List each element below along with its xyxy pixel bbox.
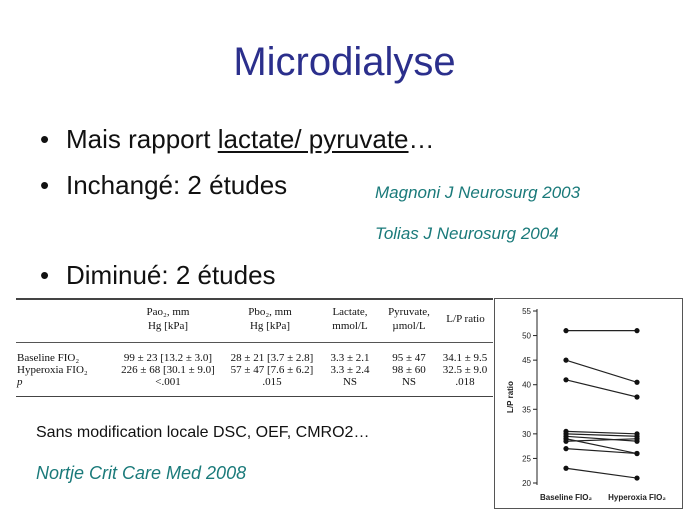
note-text: Sans modification locale DSC, OEF, CMRO2… [36, 424, 370, 441]
table-cell: 57 ± 47 [7.6 ± 6.2] [230, 364, 314, 376]
data-point [634, 379, 640, 385]
table-header-lp-ratio: L/P ratio [446, 313, 485, 325]
y-tick-label: 35 [522, 405, 531, 414]
series-line [565, 448, 638, 455]
y-axis-label: L/P ratio [506, 381, 515, 413]
citation-nortje: Nortje Crit Care Med 2008 [36, 463, 247, 483]
table-header-pao2: Pao₂, mm Hg [kPa] [146, 306, 190, 332]
data-point [563, 377, 569, 383]
bullet-marker: • [40, 170, 50, 200]
y-tick-label: 45 [522, 356, 531, 365]
x-category-label: Hyperoxia FIO₂ [608, 493, 666, 502]
bullet-text-post: … [408, 124, 435, 154]
y-tick-label: 20 [522, 479, 531, 488]
table-cell: 226 ± 68 [30.1 ± 9.0] [121, 364, 215, 376]
y-tick-label: 55 [522, 307, 531, 316]
table-cell: 34.1 ± 9.5 [442, 352, 488, 364]
reference-tolias: Tolias J Neurosurg 2004 [375, 224, 559, 243]
data-point [563, 328, 569, 334]
y-tick-label: 25 [522, 454, 531, 463]
series-line [565, 467, 638, 479]
bullet-text-underlined: lactate/ pyruvate [217, 124, 409, 154]
table-row-label-p: p [17, 376, 23, 388]
table-header-pbo2: Pbo₂, mm Hg [kPa] [248, 306, 292, 332]
table-cell: NS [342, 376, 358, 388]
table-cell: .018 [455, 376, 475, 388]
bullet-decreased: • Diminué: 2 études [40, 260, 276, 291]
results-table: Pao₂, mm Hg [kPa] Pbo₂, mm Hg [kPa] Lactat… [16, 298, 493, 397]
series-line [565, 438, 638, 442]
table-cell: 98 ± 60 [392, 364, 426, 376]
y-tick-label: 40 [522, 381, 531, 390]
bullet-text: Inchangé: 2 études [66, 170, 288, 200]
series-line [565, 359, 638, 383]
x-category-label: Baseline FIO₂ [540, 493, 592, 502]
table-header-pyruvate: Pyruvate, µmol/L [388, 306, 430, 332]
data-point [634, 436, 640, 442]
series-line [565, 379, 638, 398]
table-row-label-hyperoxia: Hyperoxia FIO₂ [17, 364, 88, 376]
y-tick-label: 30 [522, 430, 531, 439]
table-row-label-baseline: Baseline FIO₂ [17, 352, 80, 364]
bullet-unchanged: • Inchangé: 2 études [40, 170, 287, 201]
data-point [634, 394, 640, 400]
table-cell: 3.3 ± 2.1 [330, 352, 370, 364]
table-cell: 99 ± 23 [13.2 ± 3.0] [123, 352, 213, 364]
series-line [565, 435, 638, 442]
bullet-text-pre: Mais rapport [66, 124, 218, 154]
data-point [563, 446, 569, 452]
table-cell: 3.3 ± 2.4 [330, 364, 370, 376]
data-point [563, 438, 569, 444]
table-cell: .015 [262, 376, 282, 388]
bullet-marker: • [40, 124, 50, 154]
table-cell: <.001 [155, 376, 181, 388]
data-point [634, 450, 640, 457]
slide-title: Microdialyse [233, 40, 456, 84]
bullet-marker: • [40, 260, 50, 290]
lp-ratio-chart: 20 25 30 35 40 45 50 55 L/P ratio Baseline FIO₂ Hy… [494, 298, 683, 509]
series-line [565, 430, 638, 435]
lp-ratio-chart-svg: 20 25 30 35 40 45 50 55 L/P ratio Baseline FIO₂ Hy… [506, 307, 666, 502]
table-cell: 32.5 ± 9.0 [442, 364, 488, 376]
table-header-lactate: Lactate, mmol/L [332, 306, 368, 332]
table-cell: NS [401, 376, 417, 388]
data-point [563, 357, 569, 363]
data-point [634, 328, 640, 334]
table-cell: 28 ± 21 [3.7 ± 2.8] [230, 352, 314, 364]
data-point [563, 465, 569, 471]
bullet-text: Diminué: 2 études [66, 260, 276, 290]
table-divider [16, 342, 493, 343]
bullet-lactate-pyruvate: • Mais rapport lactate/ pyruvate… [40, 124, 435, 155]
table-cell: 95 ± 47 [392, 352, 426, 364]
y-tick-label: 50 [522, 332, 531, 341]
data-point [634, 475, 640, 481]
series-line [565, 433, 638, 437]
reference-magnoni: Magnoni J Neurosurg 2003 [375, 183, 581, 202]
